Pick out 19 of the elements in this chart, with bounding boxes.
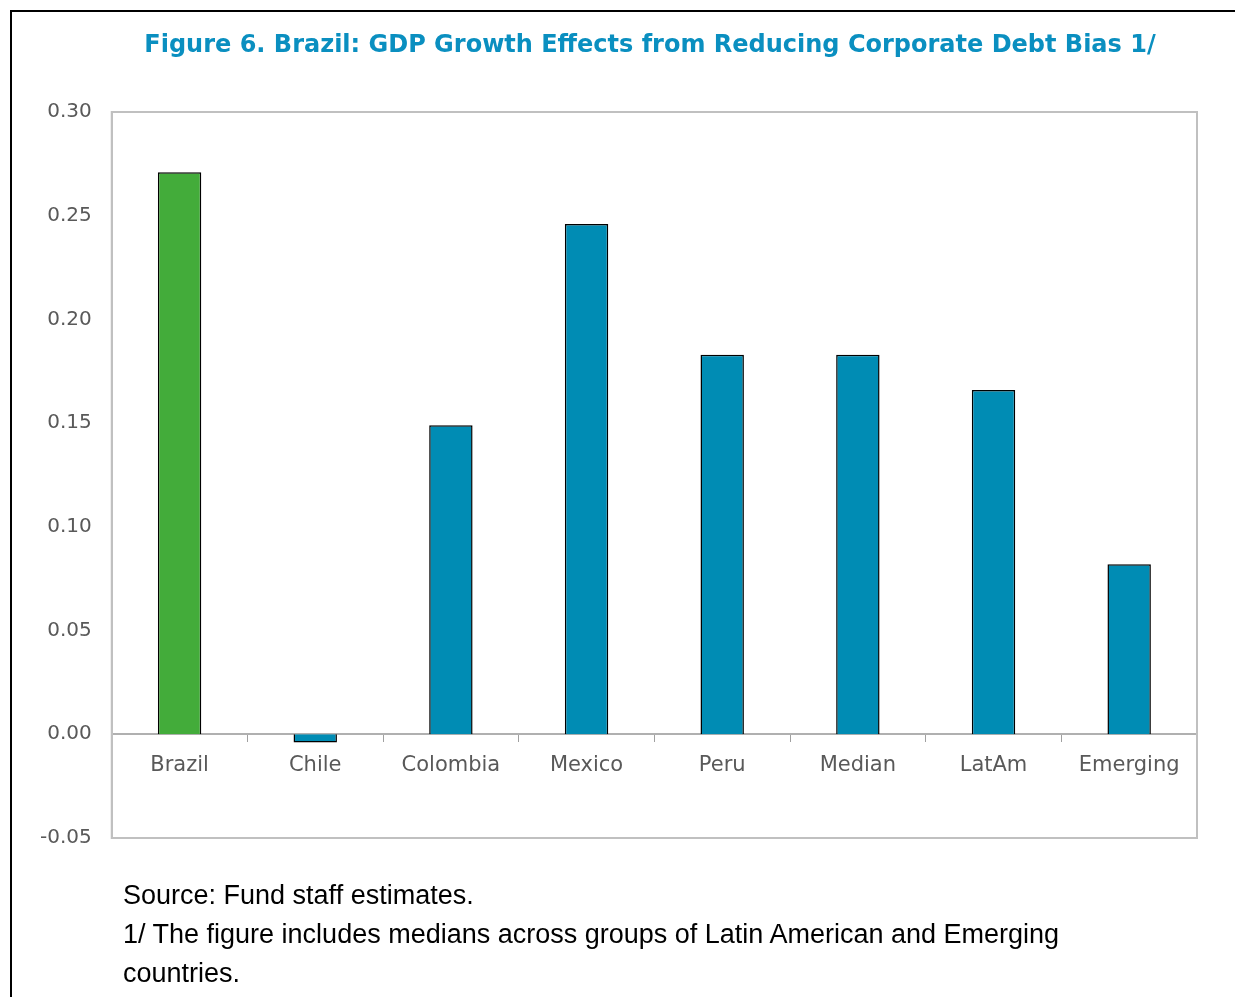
source-note: Source: Fund staff estimates. <box>123 879 475 912</box>
y-tick-label: 0.00 <box>47 720 92 745</box>
chart-title: Figure 6. Brazil: GDP Growth Effects from Reducing Corporate Debt Bias 1/ <box>143 30 1157 58</box>
x-tick-label: LatAm <box>959 752 1028 777</box>
y-tick-label: 0.15 <box>47 409 92 434</box>
y-tick-label: 0.25 <box>47 201 92 226</box>
y-tick-label: 0.05 <box>47 616 92 641</box>
x-tick-label: Emerging <box>1078 752 1180 777</box>
y-tick-label: -0.05 <box>40 824 92 849</box>
x-tick-label: Mexico <box>549 752 624 777</box>
y-tick-label: 0.20 <box>47 305 92 330</box>
x-tick-label: Brazil <box>150 752 209 777</box>
x-tick-label: Colombia <box>401 752 501 777</box>
x-tick-label: Peru <box>698 752 746 777</box>
x-tick-label: Chile <box>288 752 342 777</box>
y-tick-label: 0.30 <box>47 98 92 123</box>
x-tick-label: Median <box>819 752 897 777</box>
text: 1/ The figure includes medians across groups of Latin American and Emerging countries. <box>123 918 1061 990</box>
y-tick-label: 0.10 <box>47 513 92 538</box>
